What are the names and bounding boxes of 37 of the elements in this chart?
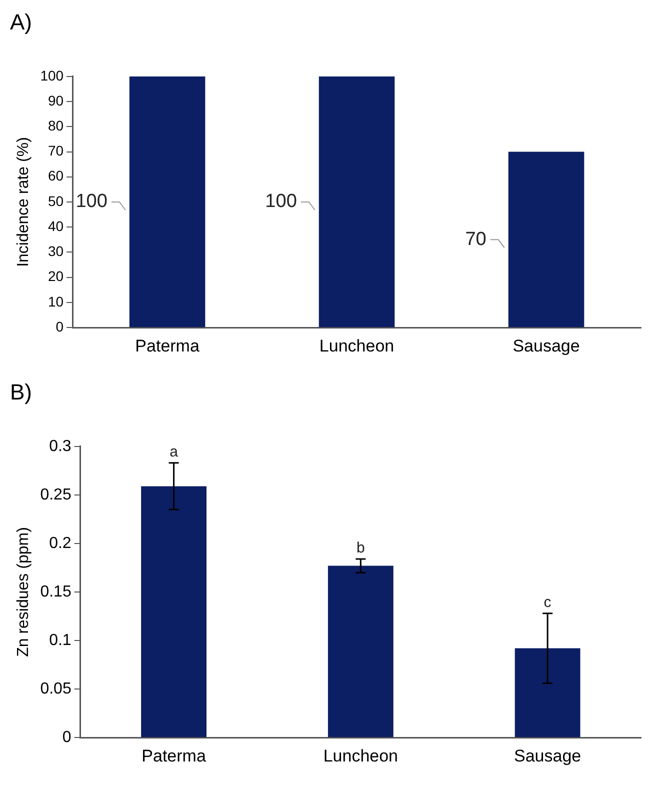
y-axis-title: Incidence rate (%) [15,137,32,267]
x-tick-label: Paterma [135,336,200,356]
y-tick-label: 0.3 [49,438,72,455]
y-tick-label: 0.1 [49,632,72,649]
x-tick-label: Sausage [514,746,582,766]
y-tick-label: 40 [48,218,64,234]
x-tick-label: Paterma [142,746,206,766]
y-tick-label: 0 [56,318,64,334]
y-tick-label: 80 [48,118,64,134]
data-label: 100 [76,191,108,212]
y-tick-label: 0.2 [49,534,72,552]
bar [328,566,394,738]
x-tick-label: Luncheon [323,746,398,766]
y-tick-label: 0.05 [40,680,72,698]
data-label: 70 [465,228,486,250]
y-tick-label: 0 [62,729,72,746]
y-tick-label: 30 [48,243,64,260]
y-tick-label: 0.25 [40,486,72,504]
y-tick-label: 70 [48,142,64,159]
annotation: b [356,540,365,557]
y-tick-label: 100 [40,67,64,84]
y-tick-label: 90 [48,92,64,108]
bar [141,486,206,738]
bar [514,648,580,738]
y-axis-title: Zn residues (ppm) [15,527,32,657]
y-tick-label: 10 [48,293,64,310]
y-tick-label: 0.15 [40,583,72,600]
y-tick-label: 60 [48,168,64,184]
x-tick-label: Sausage [512,336,580,356]
annotation: c [544,594,552,611]
data-label: 100 [265,191,297,212]
x-tick-label: Luncheon [319,336,394,356]
y-tick-label: 20 [48,268,64,284]
annotation: a [170,444,179,461]
chart-title: B) [10,379,32,404]
chart-title: A) [10,9,32,34]
y-tick-label: 50 [48,192,64,209]
